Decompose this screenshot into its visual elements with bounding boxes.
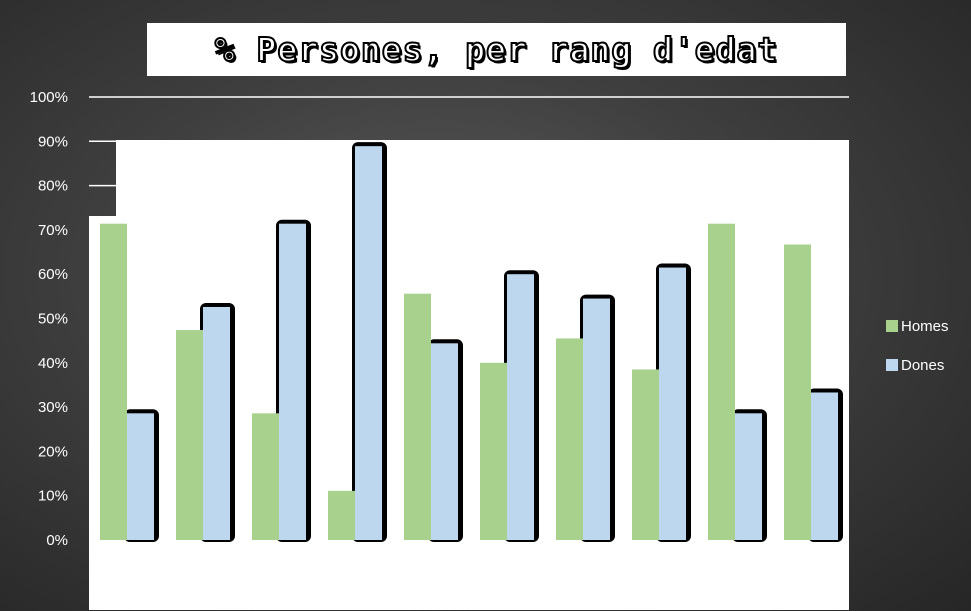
bar-dones	[203, 306, 230, 540]
bar-homes	[252, 413, 279, 540]
bar-homes	[404, 293, 431, 540]
y-tick-label: 50%	[38, 311, 68, 328]
y-tick-label: 60%	[38, 266, 68, 283]
bar-homes	[632, 369, 659, 540]
bar-dones	[507, 274, 534, 540]
bar-homes	[784, 244, 811, 541]
x-tick-label: 50 a 55	[634, 558, 684, 575]
x-tick-label: 45 a 50	[558, 558, 608, 575]
y-tick-label: 80%	[38, 178, 68, 195]
y-tick-label: 100%	[30, 89, 68, 106]
legend-label-homes: Homes	[901, 318, 949, 335]
x-tick-label: 30 a 35	[330, 558, 380, 575]
legend: Homes Dones	[886, 318, 949, 374]
y-axis: 0% 10% 20% 30% 40% 50% 60% 70% 80% 90% 100%	[30, 89, 68, 549]
bar-homes	[708, 223, 735, 540]
y-tick-label: 70%	[38, 222, 68, 239]
x-tick-label: 40 a 45	[482, 558, 532, 575]
x-tick-label: 20 o menys	[105, 558, 149, 596]
legend-swatch-dones	[886, 359, 898, 371]
bar-homes	[328, 490, 355, 540]
bar-dones	[811, 392, 838, 540]
y-tick-label: 10%	[38, 488, 68, 505]
chart-title: % Persones, per rang d'edat	[214, 29, 779, 70]
bar-dones	[127, 413, 154, 540]
bar-dones	[431, 343, 458, 540]
legend-label-dones: Dones	[901, 357, 944, 374]
bar-dones	[659, 267, 686, 540]
y-tick-label: 30%	[38, 399, 68, 416]
x-tick-label: 35 a 40	[406, 558, 456, 575]
x-tick-label: 25 a 30	[254, 558, 304, 575]
bar-homes	[556, 338, 583, 540]
bar-dones	[735, 413, 762, 540]
y-tick-label: 0%	[46, 532, 68, 549]
legend-swatch-homes	[886, 320, 898, 332]
bar-homes	[100, 223, 127, 540]
bar-homes	[176, 330, 203, 540]
y-tick-label: 40%	[38, 355, 68, 372]
y-tick-label: 90%	[38, 133, 68, 150]
bar-homes	[480, 362, 507, 540]
x-axis: 20 o menys 20 a 25 25 a 30 30 a 35 35 a 40 40 …	[105, 558, 836, 596]
x-tick-label: 55 a 60	[710, 558, 760, 575]
bar-dones	[279, 223, 306, 540]
bar-dones	[583, 298, 610, 540]
chart-title-box: % Persones, per rang d'edat	[147, 23, 846, 76]
x-tick-label: 20 a 25	[178, 558, 228, 575]
bar-dones	[355, 146, 382, 540]
y-tick-label: 20%	[38, 443, 68, 460]
bars	[100, 142, 843, 542]
x-tick-label: més de 60	[786, 558, 835, 596]
